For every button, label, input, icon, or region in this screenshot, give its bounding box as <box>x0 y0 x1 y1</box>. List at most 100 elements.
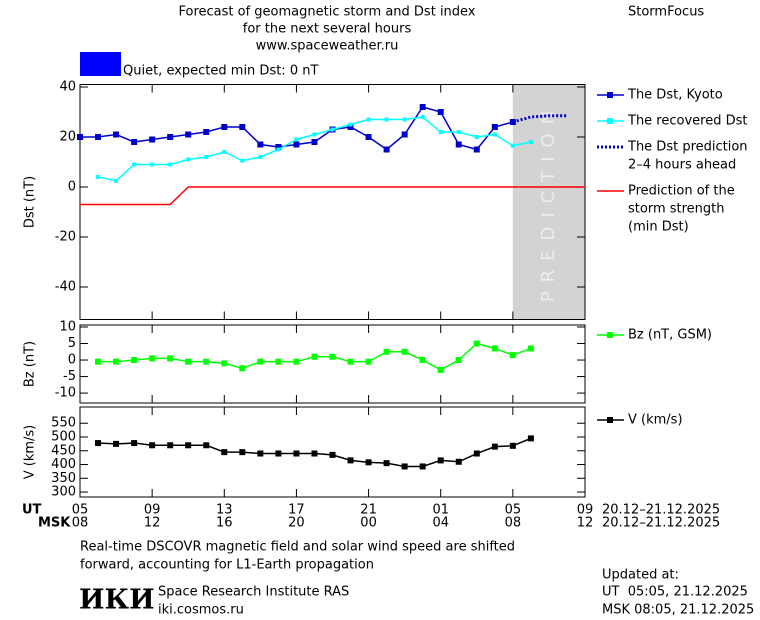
point <box>275 144 282 150</box>
legend-marker <box>607 118 613 124</box>
status-box <box>80 52 121 76</box>
point <box>419 463 426 470</box>
y-tick-label: 10 <box>59 319 76 334</box>
y-axis-title: V (km/s) <box>23 425 38 480</box>
point <box>95 134 102 140</box>
point <box>401 463 408 470</box>
point <box>491 124 498 130</box>
point <box>203 442 210 449</box>
note: forward, accounting for L1-Earth propaga… <box>80 558 374 573</box>
plot-frame <box>79 406 586 498</box>
x-tick-label-msk: 12 <box>144 516 161 531</box>
point <box>438 130 443 134</box>
point <box>239 449 246 456</box>
y-tick-label: 500 <box>51 430 76 445</box>
point <box>365 459 372 466</box>
point <box>240 158 245 163</box>
point <box>185 131 192 138</box>
series-line <box>512 114 567 124</box>
x-tick-label: 05 <box>72 503 89 518</box>
legend-label: Prediction of the <box>628 184 735 199</box>
point <box>527 345 534 352</box>
point <box>510 143 515 148</box>
prediction-zone <box>512 84 585 320</box>
legend-label: (min Dst) <box>628 220 689 235</box>
note: Real-time DSCOVR magnetic field and sola… <box>80 540 515 555</box>
point <box>419 104 426 110</box>
point <box>113 358 120 365</box>
title-line: for the next several hours <box>243 22 412 37</box>
y-axis-title: Dst (nT) <box>23 176 38 228</box>
point <box>383 460 390 467</box>
y-tick-label: 20 <box>59 130 76 145</box>
x-tick-label-msk: 00 <box>360 516 377 531</box>
y-tick-label: -20 <box>55 230 76 245</box>
point <box>275 450 282 457</box>
x-tick-label: 17 <box>288 503 305 518</box>
y-tick-label: 350 <box>51 471 76 486</box>
point <box>347 358 354 365</box>
point <box>131 139 138 145</box>
point <box>491 345 498 352</box>
point <box>383 348 390 355</box>
point <box>455 141 462 148</box>
x-tick-label-msk: 04 <box>432 516 449 531</box>
point <box>293 141 300 148</box>
point <box>420 115 425 119</box>
legend-label: The recovered Dst <box>627 114 747 129</box>
ut-dates: 20.12–21.12.2025 <box>602 503 720 518</box>
legend-marker <box>607 417 613 423</box>
point <box>311 139 318 145</box>
point <box>221 124 228 130</box>
point <box>293 450 300 457</box>
point <box>437 366 444 373</box>
point <box>77 134 83 140</box>
y-tick-label: 0 <box>68 353 76 368</box>
point <box>185 358 192 365</box>
y-tick-label: 40 <box>59 80 76 95</box>
point <box>455 357 462 364</box>
legend-marker <box>607 332 613 338</box>
point <box>347 457 354 464</box>
msk-dates: 20.12–21.12.2025 <box>602 516 720 531</box>
updated-msk: MSK 08:05, 21.12.2025 <box>602 603 754 618</box>
point <box>365 134 372 140</box>
title-line: Forecast of geomagnetic storm and Dst in… <box>178 5 475 20</box>
x-tick-label: 05 <box>505 503 522 518</box>
point <box>239 365 246 372</box>
prediction-label: PREDICTION <box>538 102 559 302</box>
point <box>401 348 408 355</box>
y-tick-label: 5 <box>68 336 76 351</box>
brand: StormFocus <box>628 5 704 20</box>
y-tick-label: 400 <box>51 457 76 472</box>
point <box>473 146 480 153</box>
point <box>131 440 138 447</box>
point <box>293 358 300 365</box>
point <box>257 450 264 457</box>
point <box>167 442 174 449</box>
point <box>113 440 120 447</box>
point <box>114 178 119 183</box>
point <box>456 130 461 134</box>
point <box>113 131 120 138</box>
x-tick-label-msk: 08 <box>505 516 522 531</box>
point <box>348 122 353 127</box>
point <box>257 141 264 148</box>
legend-label: V (km/s) <box>628 413 683 428</box>
point <box>347 124 354 130</box>
point <box>383 146 390 153</box>
point <box>149 442 156 449</box>
point <box>239 124 246 130</box>
plot-frame <box>79 324 586 404</box>
point <box>221 360 228 367</box>
point <box>96 175 101 179</box>
point <box>149 355 156 362</box>
point <box>185 442 192 449</box>
point <box>131 357 138 364</box>
point <box>401 131 408 138</box>
point <box>509 352 516 359</box>
x-tick-label-msk: 16 <box>216 516 233 531</box>
y-tick-label: -10 <box>55 386 76 401</box>
point <box>203 129 210 135</box>
point <box>365 358 372 365</box>
